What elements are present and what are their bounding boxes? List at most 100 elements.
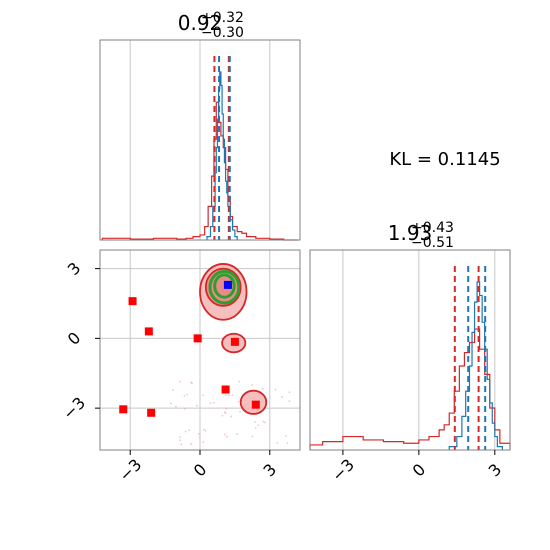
joint-sample-dot xyxy=(204,429,207,432)
joint-marker-3 xyxy=(230,337,239,346)
joint-marker-5 xyxy=(251,400,260,409)
marginal-y-histogram-series-1 xyxy=(448,281,504,450)
joint-sample-dot xyxy=(223,433,226,436)
marginal-y-x-tick-label: 0 xyxy=(409,460,430,481)
joint-sample-dot xyxy=(186,393,188,396)
joint-marker-0 xyxy=(128,297,137,306)
joint-marker-6 xyxy=(119,405,128,414)
marginal-y-histogram-series-0 xyxy=(309,328,511,450)
joint-sample-dot xyxy=(172,389,174,391)
joint-contours xyxy=(199,263,268,415)
joint-scatter-panel: −3 0 3 −3 0 3 xyxy=(59,249,301,485)
joint-sample-dot xyxy=(198,436,201,439)
joint-sample-cloud xyxy=(169,380,291,446)
joint-sample-dot xyxy=(238,380,241,383)
joint-sample-dot xyxy=(175,405,177,408)
joint-y-tick-label: 3 xyxy=(64,258,85,279)
joint-sample-dot xyxy=(197,433,200,435)
joint-markers xyxy=(119,280,260,417)
joint-y-ticks: −3 0 3 xyxy=(59,258,100,423)
marginal-x-median: 0.92 xyxy=(178,11,223,35)
joint-sample-dot xyxy=(202,428,205,431)
joint-sample-dot xyxy=(230,415,233,418)
marginal-histogram-y: −3 0 3 1.93 +0.43 −0.51 xyxy=(309,220,511,485)
joint-sample-dot xyxy=(254,421,257,423)
marginal-y-frame xyxy=(309,249,511,451)
joint-sample-dot xyxy=(202,394,204,397)
joint-sample-dot xyxy=(179,439,181,442)
joint-sample-dot xyxy=(225,407,228,410)
marginal-y-quantile-lines xyxy=(453,266,487,450)
joint-sample-dot xyxy=(195,404,198,407)
joint-sample-dot xyxy=(237,400,240,403)
joint-sample-dot xyxy=(261,387,264,390)
joint-sample-dot xyxy=(224,394,227,397)
joint-y-tick-label: −3 xyxy=(59,393,89,423)
joint-sample-dot xyxy=(169,402,172,405)
joint-sample-dot xyxy=(180,443,183,446)
joint-sample-dot xyxy=(263,421,266,424)
marginal-x-title: 0.92 xyxy=(178,11,223,35)
kl-divergence-label: KL = 0.1145 xyxy=(389,149,500,170)
marginal-x-frame xyxy=(99,39,301,241)
joint-sample-dot xyxy=(284,435,287,437)
marginal-x-histogram-series-0 xyxy=(101,101,298,241)
marginal-y-lower-error: −0.51 xyxy=(411,235,454,251)
joint-contour-5 xyxy=(213,273,236,299)
joint-sample-dot xyxy=(288,391,291,394)
marginal-x-upper-error: +0.32 xyxy=(201,10,244,26)
marginal-y-title: 1.93 xyxy=(388,221,433,245)
marginal-x-grid xyxy=(129,40,271,240)
joint-sample-dot xyxy=(226,435,228,438)
joint-sample-dot xyxy=(274,388,277,391)
joint-contour-4 xyxy=(208,269,241,305)
marginal-y-median: 1.93 xyxy=(388,221,433,245)
joint-sample-dot xyxy=(190,443,193,445)
joint-sample-dot xyxy=(188,429,191,432)
marginal-x-histogram-series-1 xyxy=(206,71,238,240)
joint-sample-dot xyxy=(286,442,289,444)
joint-sample-dot xyxy=(221,414,224,417)
joint-sample-dot xyxy=(276,442,279,444)
joint-sample-dot xyxy=(190,381,192,384)
joint-marker-7 xyxy=(147,408,156,417)
joint-sample-dot xyxy=(178,436,181,439)
joint-x-tick-label: −3 xyxy=(115,455,145,485)
joint-sample-dot xyxy=(236,433,239,435)
joint-sample-dot xyxy=(227,394,230,397)
joint-x-tick-label: 3 xyxy=(260,460,281,481)
joint-marker-4 xyxy=(221,385,230,394)
joint-sample-dot xyxy=(231,394,234,397)
joint-y-tick-label: 0 xyxy=(64,328,85,349)
marginal-histogram-x: 0.92 +0.32 −0.30 xyxy=(99,10,301,241)
joint-marker-8 xyxy=(223,280,232,289)
joint-marker-1 xyxy=(144,327,153,336)
joint-sample-dot xyxy=(239,410,241,413)
marginal-y-upper-error: +0.43 xyxy=(411,220,454,236)
joint-sample-dot xyxy=(288,400,291,403)
joint-sample-dot xyxy=(251,384,254,386)
joint-sample-dot xyxy=(281,396,283,399)
joint-sample-dot xyxy=(257,424,260,427)
joint-sample-dot xyxy=(202,441,205,444)
joint-x-ticks: −3 0 3 xyxy=(115,450,280,485)
joint-sample-dot xyxy=(184,430,187,433)
joint-sample-dot xyxy=(223,411,226,414)
joint-x-tick-label: 0 xyxy=(190,460,211,481)
joint-sample-dot xyxy=(184,407,186,410)
marginal-y-x-ticks: −3 0 3 xyxy=(328,450,505,485)
joint-sample-dot xyxy=(251,435,254,438)
marginal-x-lower-error: −0.30 xyxy=(201,25,244,41)
marginal-x-quantile-lines xyxy=(213,56,231,240)
marginal-y-x-tick-label: −3 xyxy=(328,455,358,485)
marginal-y-x-tick-label: 3 xyxy=(485,460,506,481)
joint-sample-dot xyxy=(209,402,212,405)
marginal-y-histograms xyxy=(309,281,511,450)
joint-sample-dot xyxy=(213,401,215,404)
joint-sample-dot xyxy=(179,380,182,383)
joint-sample-dot xyxy=(183,394,186,397)
joint-sample-dot xyxy=(254,427,257,429)
joint-marker-2 xyxy=(193,334,202,343)
joint-sample-dot xyxy=(262,420,265,423)
